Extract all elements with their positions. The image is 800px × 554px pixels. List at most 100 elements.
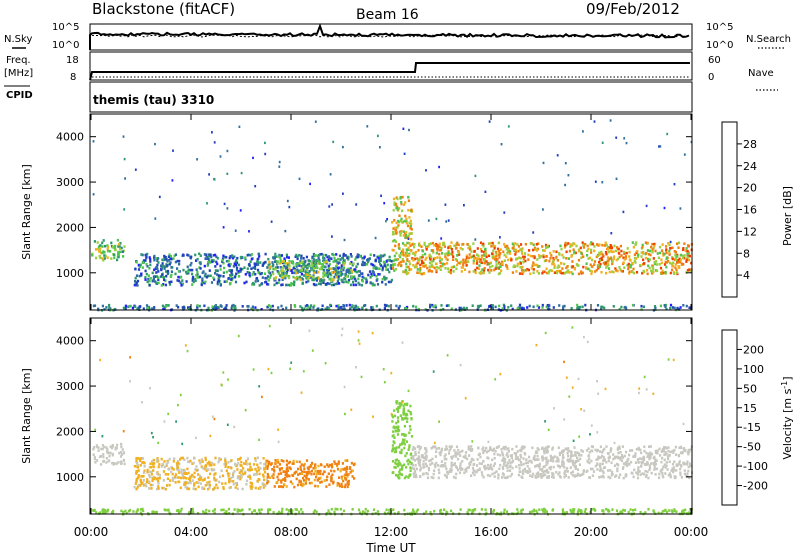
echo-cell <box>445 457 448 461</box>
echo-cell <box>241 487 244 491</box>
echo-cell <box>549 454 552 458</box>
echo-cell <box>475 470 478 474</box>
echo-cell <box>619 451 622 454</box>
echo-cell <box>605 445 608 448</box>
echo-cell <box>610 448 613 451</box>
echo-cell <box>215 255 218 259</box>
echo-cell <box>654 306 657 310</box>
echo-cell <box>199 482 202 485</box>
echo-cell <box>646 463 649 466</box>
echo-cell <box>139 464 142 467</box>
echo-cell <box>458 306 461 310</box>
echo-cell <box>161 273 164 276</box>
echo-cell <box>508 250 512 253</box>
echo-cell <box>296 268 299 272</box>
echo-cell <box>305 268 308 272</box>
echo-cell <box>349 283 353 287</box>
echo-cell <box>271 264 274 268</box>
echo-cell <box>394 466 397 469</box>
echo-cell <box>467 445 470 448</box>
echo-cell <box>154 476 157 480</box>
echo-cell <box>561 267 564 270</box>
echo-cell <box>281 269 285 272</box>
echo-cell <box>183 483 186 486</box>
nsearch-label: N.Search <box>746 34 791 45</box>
echo-cell <box>151 483 154 487</box>
echo-cell <box>269 276 272 279</box>
echo-cell <box>408 444 411 447</box>
echo-cell <box>300 254 303 258</box>
echo-cell <box>524 470 527 473</box>
echo-cell <box>615 474 618 477</box>
echo-cell <box>442 308 445 311</box>
echo-cell <box>346 256 349 260</box>
echo-cell <box>164 283 167 287</box>
echo-cell <box>387 511 391 515</box>
echo-cell <box>421 249 424 253</box>
echo-cell <box>175 420 177 423</box>
echo-cell <box>254 486 257 490</box>
echo-cell <box>682 247 685 250</box>
echo-cell <box>498 253 501 256</box>
echo-cell <box>174 481 177 484</box>
echo-cell <box>326 270 329 274</box>
echo-cell <box>576 468 580 471</box>
echo-cell <box>413 459 416 462</box>
echo-cell <box>586 340 589 344</box>
echo-cell <box>489 447 492 451</box>
echo-cell <box>195 274 198 277</box>
echo-cell <box>322 272 325 275</box>
echo-cell <box>391 471 394 475</box>
echo-cell <box>403 424 406 428</box>
echo-cell <box>252 281 255 285</box>
echo-cell <box>558 453 561 457</box>
echo-cell <box>118 244 121 248</box>
echo-cell <box>114 244 117 248</box>
echo-cell <box>266 481 269 485</box>
echo-cell <box>447 270 450 273</box>
echo-cell <box>233 508 236 511</box>
echo-cell <box>419 256 422 259</box>
echo-cell <box>316 478 319 481</box>
echo-cell <box>136 466 139 469</box>
echo-cell <box>470 474 473 477</box>
echo-cell <box>482 271 485 275</box>
echo-cell <box>501 475 504 479</box>
echo-cell <box>386 268 389 271</box>
echo-cell <box>542 470 545 474</box>
echo-cell <box>675 258 678 262</box>
echo-cell <box>640 304 643 308</box>
echo-cell <box>520 449 523 453</box>
echo-cell <box>398 472 402 476</box>
echo-cell <box>479 258 482 261</box>
echo-cell <box>302 269 305 273</box>
echo-cell <box>570 254 573 258</box>
echo-cell <box>580 454 583 457</box>
echo-cell <box>201 279 204 282</box>
echo-cell <box>619 456 622 459</box>
echo-cell <box>439 259 442 263</box>
echo-cell <box>567 454 570 458</box>
echo-cell <box>193 471 196 475</box>
echo-cell <box>672 358 675 362</box>
echo-cell <box>354 307 357 310</box>
echo-cell <box>133 464 136 468</box>
echo-cell <box>574 467 577 470</box>
echo-cell <box>401 242 405 245</box>
echo-cell <box>221 257 225 260</box>
echo-cell <box>494 449 497 453</box>
echo-cell <box>408 241 411 245</box>
echo-cell <box>191 272 194 276</box>
echo-cell <box>145 262 148 266</box>
echo-cell <box>224 457 227 461</box>
echo-cell <box>480 270 483 274</box>
echo-cell <box>660 512 663 515</box>
echo-cell <box>99 244 102 247</box>
echo-cell <box>405 220 408 223</box>
echo-cell <box>404 236 407 239</box>
echo-cell <box>596 243 599 246</box>
echo-cell <box>634 261 637 264</box>
echo-cell <box>97 247 100 251</box>
echo-cell <box>631 241 634 244</box>
echo-cell <box>409 219 412 223</box>
